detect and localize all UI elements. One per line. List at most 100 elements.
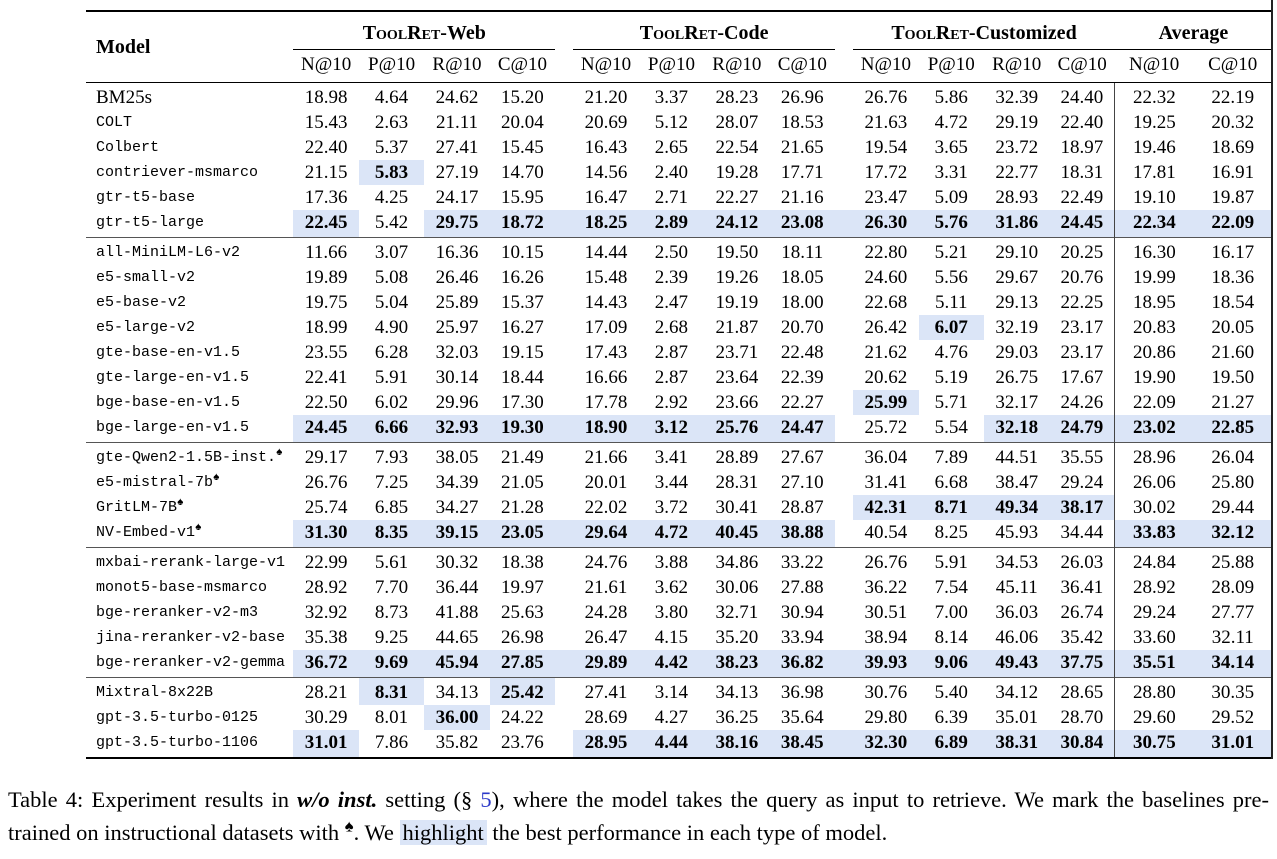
metric-cell: 3.88 <box>654 552 689 573</box>
metric-cell: 3.07 <box>374 242 409 263</box>
metric-cell: 8.71 <box>918 495 984 520</box>
metric-cell: 19.10 <box>1114 185 1194 210</box>
metric-cell: 34.27 <box>435 497 479 518</box>
metric-cell: 20.62 <box>864 367 908 388</box>
metric-cell: 22.77 <box>995 162 1039 183</box>
model-name: gte-large-en-v1.5 <box>96 369 250 386</box>
metric-cell: 29.03 <box>995 342 1039 363</box>
metric-cell: 49.43 <box>984 650 1050 678</box>
metric-cell: 6.28 <box>374 342 409 363</box>
metric-cell: 7.54 <box>934 577 968 598</box>
metric-cell: 17.09 <box>584 317 628 338</box>
metric-header: N@10 <box>853 49 919 83</box>
metric-cell: 24.26 <box>1060 392 1104 413</box>
metric-cell: 36.22 <box>864 577 908 598</box>
metric-cell: 17.67 <box>1060 367 1104 388</box>
table-row: NV-Embed-v1♠ 31.30 8.35 39.15 23.05 29.64 4.72… <box>86 520 1272 548</box>
metric-cell: 17.43 <box>584 342 628 363</box>
metric-cell: 22.32 <box>1114 82 1194 110</box>
caption-text: . We <box>353 820 400 845</box>
section-link[interactable]: 5 <box>480 787 492 812</box>
metric-cell: 7.25 <box>374 472 409 493</box>
metric-cell: 18.98 <box>304 87 348 108</box>
table-row: bge-base-en-v1.5 22.50 6.02 29.96 17.30 17.78… <box>86 390 1272 415</box>
metric-cell: 19.87 <box>1211 187 1255 208</box>
metric-cell: 28.09 <box>1211 577 1255 598</box>
metric-cell: 22.48 <box>780 342 824 363</box>
metric-cell: 5.61 <box>374 552 409 573</box>
cell-spacer <box>835 705 853 730</box>
row-group: Mixtral-8x22B 28.21 8.31 34.13 25.42 27.41 3.1… <box>86 677 1272 758</box>
metric-cell: 5.42 <box>374 212 409 233</box>
metric-cell: 21.62 <box>864 342 908 363</box>
column-header-model: Model <box>86 11 294 83</box>
cell-spacer <box>835 110 853 135</box>
cell-spacer <box>835 315 853 340</box>
table-row: monot5-base-msmarco 28.92 7.70 36.44 19.97 21… <box>86 575 1272 600</box>
metric-cell: 16.30 <box>1114 237 1194 265</box>
metric-cell: 16.17 <box>1211 242 1255 263</box>
cell-spacer <box>555 160 573 185</box>
metric-cell: 18.36 <box>1211 267 1255 288</box>
metric-cell: 20.04 <box>501 112 544 133</box>
metric-cell: 5.86 <box>934 87 968 108</box>
metric-cell: 30.84 <box>1049 730 1115 758</box>
metric-cell: 6.68 <box>934 472 968 493</box>
metric-cell: 28.07 <box>715 112 759 133</box>
metric-cell: 17.30 <box>501 392 544 413</box>
metric-cell: 25.88 <box>1211 552 1255 573</box>
metric-header: R@10 <box>704 49 770 83</box>
metric-cell: 33.83 <box>1114 520 1194 548</box>
metric-cell: 32.18 <box>984 415 1050 443</box>
model-name: gte-base-en-v1.5 <box>96 344 241 361</box>
metric-cell: 35.20 <box>715 627 759 648</box>
metric-header: N@10 <box>1114 49 1194 83</box>
metric-cell: 38.47 <box>995 472 1039 493</box>
metric-cell: 5.09 <box>934 187 968 208</box>
cell-spacer <box>555 415 574 443</box>
cell-spacer <box>555 365 573 390</box>
metric-cell: 24.40 <box>1060 87 1104 108</box>
metric-cell: 19.25 <box>1114 110 1194 135</box>
metric-cell: 5.08 <box>374 267 409 288</box>
metric-cell: 14.70 <box>501 162 544 183</box>
cell-spacer <box>555 185 573 210</box>
model-name: gtr-t5-base <box>96 189 196 206</box>
metric-cell: 30.32 <box>435 552 479 573</box>
metric-cell: 26.30 <box>853 210 919 238</box>
metric-cell: 5.21 <box>934 242 968 263</box>
metric-cell: 28.31 <box>715 472 759 493</box>
metric-cell: 20.32 <box>1211 112 1255 133</box>
metric-cell: 18.05 <box>780 267 824 288</box>
cell-spacer <box>555 83 573 111</box>
group-header: ToolRet-Code <box>573 11 836 50</box>
metric-cell: 4.44 <box>638 730 705 758</box>
model-name: Mixtral-8x22B <box>96 684 214 701</box>
metric-cell: 21.63 <box>864 112 908 133</box>
cell-spacer <box>555 495 573 520</box>
table-caption: Table 4: Experiment results in w/o inst.… <box>8 783 1269 849</box>
model-name: e5-mistral-7b♠ <box>96 472 220 492</box>
metric-cell: 6.89 <box>918 730 984 758</box>
cell-spacer <box>835 290 853 315</box>
metric-cell: 22.09 <box>1193 210 1272 238</box>
metric-cell: 27.41 <box>435 137 479 158</box>
metric-cell: 21.66 <box>584 447 628 468</box>
metric-cell: 15.95 <box>501 187 544 208</box>
table-header: Model ToolRet-Web ToolRet-Code ToolRet-Cust… <box>86 11 1272 83</box>
metric-cell: 16.91 <box>1211 162 1255 183</box>
cell-spacer <box>555 315 573 340</box>
model-name: gpt-3.5-turbo-0125 <box>96 709 259 726</box>
model-name: e5-small-v2 <box>96 269 196 286</box>
metric-cell: 28.65 <box>1060 682 1104 703</box>
metric-cell: 22.34 <box>1114 210 1194 238</box>
header-spacer <box>835 11 854 83</box>
metric-cell: 7.86 <box>374 732 409 753</box>
metric-cell: 15.48 <box>584 267 628 288</box>
metric-cell: 24.12 <box>704 210 770 238</box>
table-row: all-MiniLM-L6-v2 11.66 3.07 16.36 10.15 14.44… <box>86 237 1272 265</box>
table-row: gte-Qwen2-1.5B-inst.♠ 29.17 7.93 38.05 21.49… <box>86 442 1272 470</box>
metric-cell: 28.89 <box>715 447 759 468</box>
metric-cell: 3.65 <box>934 137 968 158</box>
metric-cell: 36.25 <box>715 707 759 728</box>
